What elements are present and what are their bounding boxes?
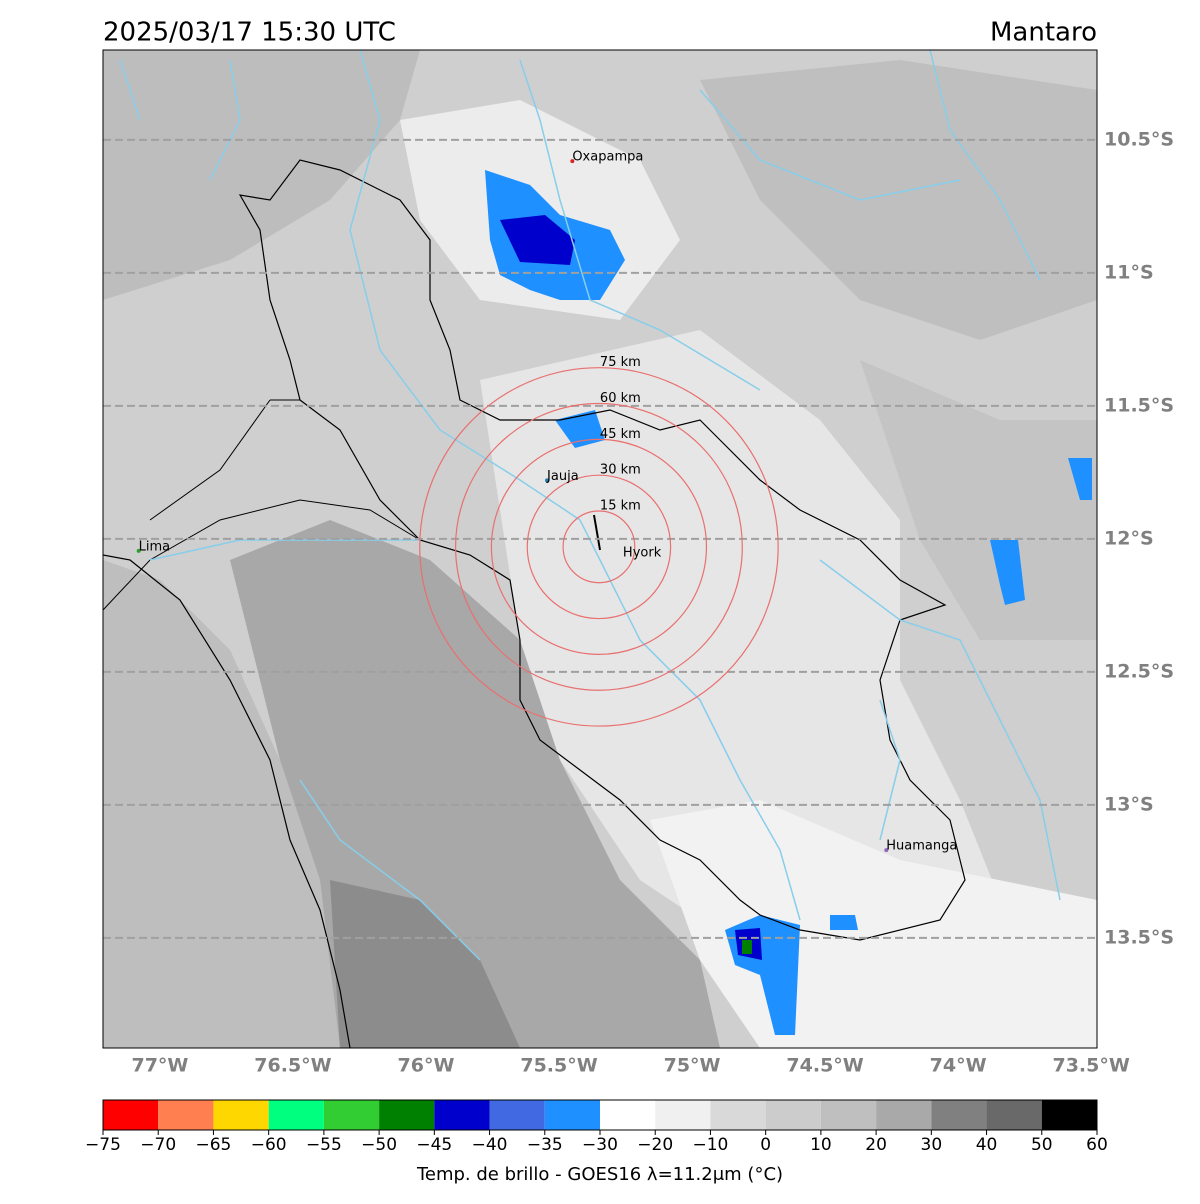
map-frame — [102, 49, 1098, 1049]
colorbar-tick-label: 40 — [976, 1135, 998, 1155]
colorbar-label: Temp. de brillo - GOES16 λ=11.2μm (°C) — [416, 1164, 783, 1185]
range-ring — [562, 510, 636, 584]
colorbar-segment — [489, 1100, 545, 1130]
colorbar-tick-label: −50 — [361, 1135, 397, 1155]
colorbar-segment — [434, 1100, 490, 1130]
range-rings: 15 km 30 km 45 km 60 km 75 km — [419, 355, 779, 727]
place-marker — [136, 548, 141, 553]
lon-tick-label: 77°W — [131, 1055, 188, 1077]
colorbar-segment — [765, 1100, 821, 1130]
place-label: Jauja — [546, 469, 579, 484]
lat-tick-label: 13.5°S — [1104, 926, 1174, 948]
axes: 77°W 76.5°W 76°W 75.5°W 75°W 74.5°W 74°W 73.5°W… — [131, 128, 1174, 1076]
lat-tick-label: 11.5°S — [1104, 394, 1174, 416]
lat-tick-label: 12°S — [1104, 527, 1154, 549]
colorbar-segment — [710, 1100, 766, 1130]
colorbar-segment — [931, 1100, 987, 1130]
place-label: Lima — [139, 539, 170, 554]
colorbar-tick-label: 60 — [1086, 1135, 1108, 1155]
place-marker — [545, 478, 550, 483]
lon-tick-label: 76.5°W — [254, 1055, 331, 1077]
title: 2025/03/17 15:30 UTC — [103, 18, 396, 48]
center-label: Hyork — [623, 545, 662, 560]
range-ring — [490, 438, 708, 655]
range-ring — [419, 367, 779, 727]
lon-tick-label: 73.5°W — [1052, 1055, 1129, 1077]
colorbar-tick-label: 20 — [865, 1135, 887, 1155]
colorbar-tick-label: −60 — [251, 1135, 287, 1155]
colorbar-tick-label: −35 — [527, 1135, 563, 1155]
colorbar-tick-label: −45 — [416, 1135, 452, 1155]
colorbar-segment — [158, 1100, 214, 1130]
lat-tick-label: 13°S — [1104, 793, 1154, 815]
colorbar-tick-label: 10 — [810, 1135, 832, 1155]
colorbar-segment — [655, 1100, 711, 1130]
colorbar-segment — [876, 1100, 932, 1130]
colorbar-segment — [820, 1100, 877, 1130]
range-ring-label: 75 km — [600, 355, 641, 370]
colorbar-segment — [268, 1100, 324, 1130]
colorbar-segment — [103, 1100, 159, 1130]
colorbar-tick-label: −55 — [306, 1135, 342, 1155]
lat-tick-label: 10.5°S — [1104, 128, 1174, 150]
lon-tick-label: 74.5°W — [786, 1055, 863, 1077]
colorbar-segment — [379, 1100, 435, 1130]
range-ring-label: 45 km — [600, 427, 641, 442]
places: Hyork Oxapampa Jauja Lima Huamanga — [136, 150, 957, 854]
colorbar-tick-label: −65 — [195, 1135, 231, 1155]
colorbar-tick-label: −30 — [582, 1135, 618, 1155]
colorbar-segment — [544, 1100, 600, 1130]
colorbar-segment — [213, 1100, 269, 1130]
colorbar-tick-label: −40 — [472, 1135, 508, 1155]
range-ring-label: 30 km — [600, 463, 641, 478]
lon-tick-label: 75.5°W — [520, 1055, 597, 1077]
graticule — [103, 138, 1097, 939]
colorbar-tick-label: −75 — [85, 1135, 121, 1155]
colorbar-tick-label: 0 — [760, 1135, 771, 1155]
satellite-image — [103, 50, 1097, 1048]
lon-tick-label: 75°W — [664, 1055, 721, 1077]
colorbar-segment — [1041, 1100, 1097, 1130]
lon-tick-label: 74°W — [930, 1055, 987, 1077]
lon-tick-label: 76°W — [398, 1055, 455, 1077]
place-label: Huamanga — [886, 839, 957, 854]
range-ring-label: 15 km — [600, 499, 641, 514]
colorbar-segment — [323, 1100, 380, 1130]
colorbar-tick-label: −20 — [637, 1135, 673, 1155]
lat-tick-label: 12.5°S — [1104, 660, 1174, 682]
colorbar: −75 −70 −65 −60 −55 −50 −45 −40 −35 −30 −20 −10 0 10 2… — [85, 1099, 1108, 1155]
colorbar-tick-label: −70 — [140, 1135, 176, 1155]
colorbar-segment — [986, 1100, 1042, 1130]
place-label: Oxapampa — [572, 150, 643, 165]
range-ring — [526, 474, 672, 620]
lat-tick-label: 11°S — [1104, 261, 1154, 283]
colorbar-tick-label: 30 — [921, 1135, 943, 1155]
place-marker — [570, 159, 575, 164]
range-ring-label: 60 km — [600, 391, 641, 406]
range-ring — [454, 402, 743, 691]
place-marker — [884, 848, 889, 853]
colorbar-tick-label: 50 — [1031, 1135, 1053, 1155]
colorbar-tick-label: −10 — [692, 1135, 728, 1155]
region-name: Mantaro — [990, 18, 1097, 48]
colorbar-segment — [600, 1100, 656, 1130]
